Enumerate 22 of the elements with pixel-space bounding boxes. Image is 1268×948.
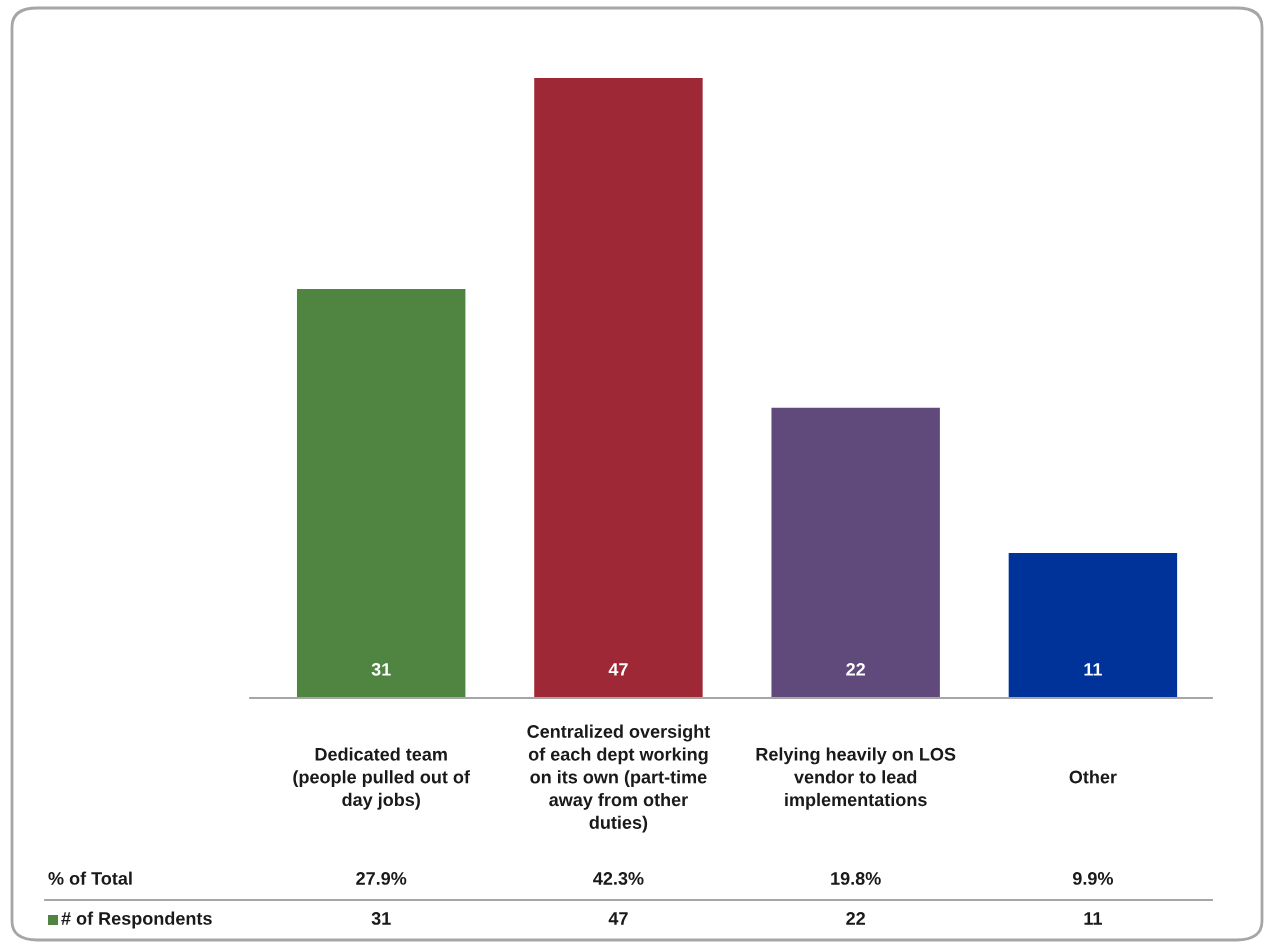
text: 27.9% — [356, 872, 407, 885]
text: % of Total — [48, 871, 132, 885]
data-label: 47 — [608, 912, 628, 925]
data-label: 22 — [846, 912, 865, 925]
annotation: 31 — [371, 662, 391, 676]
bar — [771, 407, 940, 698]
bar — [534, 78, 703, 698]
text: 9.9% — [1072, 872, 1114, 885]
annotation: 22 — [846, 662, 865, 676]
x-tick-label: Other — [1069, 770, 1117, 784]
bar — [1008, 552, 1178, 698]
data-label: 11 — [1084, 912, 1102, 925]
x-tick-label: Dedicated team (people pulled out of day jobs) — [293, 747, 470, 810]
legend-label: # of Respondents — [61, 911, 212, 929]
x-tick-label: Centralized oversight of each dept working on its own (part-time away from other duties) — [527, 724, 711, 833]
annotation: 11 — [1084, 663, 1102, 676]
bar — [296, 289, 466, 698]
data-label: 31 — [371, 912, 391, 925]
annotation: 47 — [608, 663, 628, 676]
text: 19.8% — [831, 872, 881, 885]
text: 42.3% — [593, 872, 644, 885]
x-tick-label: Relying heavily on LOS vendor to lead implementations — [756, 747, 956, 810]
